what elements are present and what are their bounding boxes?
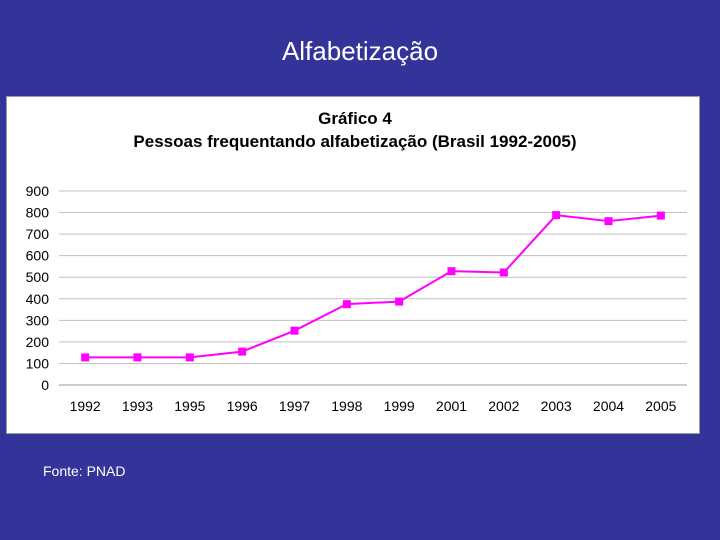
y-tick-label: 100 [26,355,50,371]
chart-title: Gráfico 4 [318,109,392,128]
y-tick-label: 400 [26,291,50,307]
x-tick-label: 1999 [384,398,415,414]
y-tick-label: 300 [26,312,50,328]
y-tick-label: 200 [26,334,50,350]
series-line [81,211,665,362]
data-point-1995 [185,353,194,362]
slide-title: Alfabetização [281,36,439,66]
data-point-1992 [81,353,90,362]
series-line-path [85,214,661,359]
y-tick-label: 800 [26,205,50,221]
data-point-1999 [395,297,404,306]
x-tick-label: 2001 [436,398,467,414]
x-tick-label: 1996 [227,398,258,414]
line-chart: Gráfico 4 Pessoas frequentando alfabetiz… [26,109,687,414]
x-tick-label: 2005 [645,398,676,414]
x-tick-label: 2002 [488,398,519,414]
x-tick-label: 1998 [331,398,362,414]
source-note: Fonte: PNAD [43,463,126,479]
grid-lines [59,190,687,386]
x-tick-label: 1993 [122,398,153,414]
chart-frame: Gráfico 4 Pessoas frequentando alfabetiz… [6,96,700,434]
data-point-2001 [447,267,456,276]
chart-subtitle: Pessoas frequentando alfabetização (Bras… [133,132,576,151]
x-tick-label: 2003 [541,398,572,414]
y-tick-label: 600 [26,248,50,264]
y-tick-label: 900 [26,183,50,199]
y-tick-label: 0 [41,377,49,393]
x-tick-label: 1997 [279,398,310,414]
data-point-2004 [604,217,613,226]
x-tick-label: 2004 [593,398,624,414]
data-point-1997 [290,326,299,335]
y-tick-label: 700 [26,226,50,242]
y-axis-ticks: 0 100 200 300 400 500 600 700 800 900 [26,183,50,393]
data-point-1993 [133,353,142,362]
data-point-2005 [656,211,665,220]
data-point-2003 [552,211,561,220]
x-axis-ticks: 1992 1993 1995 1996 1997 1998 1999 2001 2002 2003… [70,398,677,414]
y-tick-label: 500 [26,269,50,285]
x-tick-label: 1995 [174,398,205,414]
data-point-2002 [499,268,508,277]
data-point-1996 [238,347,247,356]
data-point-1998 [342,300,351,309]
x-tick-label: 1992 [70,398,101,414]
